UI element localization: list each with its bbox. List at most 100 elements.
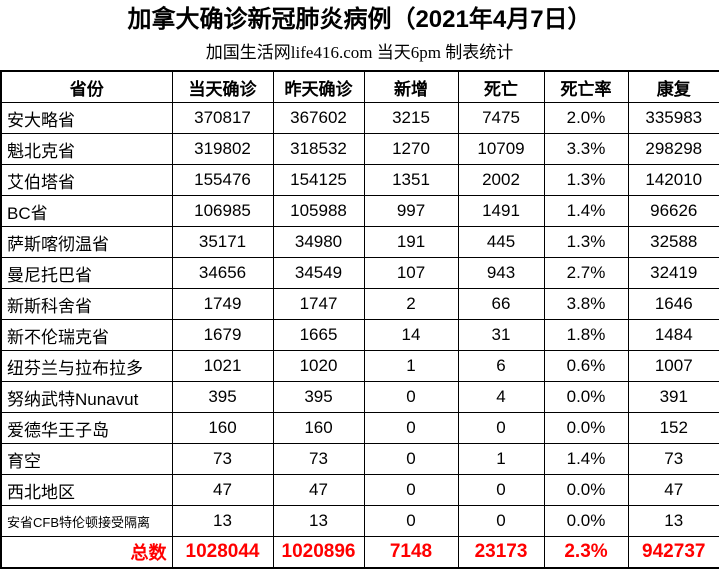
value-cell: 34980 <box>272 226 365 258</box>
value-cell: 370817 <box>171 102 274 134</box>
total-label-cell: 总数 <box>0 536 173 569</box>
column-header-3: 新增 <box>363 70 459 103</box>
value-cell: 160 <box>272 412 365 444</box>
value-cell: 0 <box>457 412 545 444</box>
table-row: 纽芬兰与拉布拉多 1021 1020 1 6 0.6% 1007 <box>0 350 719 382</box>
table-row: BC省 106985 105988 997 1491 1.4% 96626 <box>0 195 719 227</box>
value-cell: 4 <box>457 381 545 413</box>
column-header-4: 死亡 <box>457 70 545 103</box>
value-cell: 0.0% <box>543 474 629 506</box>
value-cell: 96626 <box>627 195 719 227</box>
value-cell: 160 <box>171 412 274 444</box>
value-cell: 73 <box>272 443 365 475</box>
value-cell: 1270 <box>363 133 459 165</box>
total-row: 总数 1028044 1020896 7148 23173 2.3% 942737 <box>0 536 719 569</box>
table-header-row: 省份 当天确诊 昨天确诊 新增 死亡 死亡率 康复 <box>0 70 719 103</box>
column-header-0: 省份 <box>0 70 173 103</box>
column-header-1: 当天确诊 <box>171 70 274 103</box>
column-header-6: 康复 <box>627 70 719 103</box>
value-cell: 0.0% <box>543 381 629 413</box>
value-cell: 152 <box>627 412 719 444</box>
value-cell: 13 <box>171 505 274 537</box>
value-cell: 0 <box>363 381 459 413</box>
table-row: 爱德华王子岛 160 160 0 0 0.0% 152 <box>0 412 719 444</box>
total-value-cell: 942737 <box>627 536 719 569</box>
value-cell: 0 <box>363 474 459 506</box>
province-cell: 安大略省 <box>0 102 173 134</box>
value-cell: 1007 <box>627 350 719 382</box>
table-row: 西北地区 47 47 0 0 0.0% 47 <box>0 474 719 506</box>
value-cell: 73 <box>627 443 719 475</box>
page-title: 加拿大确诊新冠肺炎病例（2021年4月7日） <box>127 6 592 33</box>
province-cell: BC省 <box>0 195 173 227</box>
value-cell: 1.3% <box>543 226 629 258</box>
value-cell: 0 <box>457 505 545 537</box>
value-cell: 1021 <box>171 350 274 382</box>
table-row: 新不伦瑞克省 1679 1665 14 31 1.8% 1484 <box>0 319 719 351</box>
value-cell: 1.4% <box>543 195 629 227</box>
table-row: 新斯科舍省 1749 1747 2 66 3.8% 1646 <box>0 288 719 320</box>
table-row: 育空 73 73 0 1 1.4% 73 <box>0 443 719 475</box>
province-cell: 曼尼托巴省 <box>0 257 173 289</box>
value-cell: 32588 <box>627 226 719 258</box>
value-cell: 7475 <box>457 102 545 134</box>
province-cell: 魁北克省 <box>0 133 173 165</box>
value-cell: 0 <box>457 474 545 506</box>
value-cell: 445 <box>457 226 545 258</box>
province-cell: 艾伯塔省 <box>0 164 173 196</box>
total-value-cell: 23173 <box>457 536 545 569</box>
value-cell: 142010 <box>627 164 719 196</box>
value-cell: 1491 <box>457 195 545 227</box>
value-cell: 1.4% <box>543 443 629 475</box>
value-cell: 191 <box>363 226 459 258</box>
value-cell: 391 <box>627 381 719 413</box>
province-cell: 安省CFB特伦顿接受隔离 <box>0 505 173 537</box>
value-cell: 32419 <box>627 257 719 289</box>
value-cell: 319802 <box>171 133 274 165</box>
value-cell: 0.6% <box>543 350 629 382</box>
province-cell: 新斯科舍省 <box>0 288 173 320</box>
value-cell: 13 <box>272 505 365 537</box>
total-value-cell: 1028044 <box>171 536 274 569</box>
value-cell: 1020 <box>272 350 365 382</box>
value-cell: 2002 <box>457 164 545 196</box>
value-cell: 34656 <box>171 257 274 289</box>
value-cell: 34549 <box>272 257 365 289</box>
value-cell: 395 <box>171 381 274 413</box>
value-cell: 943 <box>457 257 545 289</box>
value-cell: 1.3% <box>543 164 629 196</box>
value-cell: 73 <box>171 443 274 475</box>
value-cell: 335983 <box>627 102 719 134</box>
value-cell: 1646 <box>627 288 719 320</box>
table-row: 艾伯塔省 155476 154125 1351 2002 1.3% 142010 <box>0 164 719 196</box>
total-value-cell: 2.3% <box>543 536 629 569</box>
total-value-cell: 7148 <box>363 536 459 569</box>
value-cell: 154125 <box>272 164 365 196</box>
value-cell: 105988 <box>272 195 365 227</box>
value-cell: 10709 <box>457 133 545 165</box>
value-cell: 155476 <box>171 164 274 196</box>
value-cell: 66 <box>457 288 545 320</box>
province-cell: 西北地区 <box>0 474 173 506</box>
value-cell: 3.3% <box>543 133 629 165</box>
value-cell: 1484 <box>627 319 719 351</box>
table-row: 努纳武特Nunavut 395 395 0 4 0.0% 391 <box>0 381 719 413</box>
value-cell: 1679 <box>171 319 274 351</box>
value-cell: 31 <box>457 319 545 351</box>
value-cell: 0.0% <box>543 505 629 537</box>
value-cell: 395 <box>272 381 365 413</box>
province-cell: 努纳武特Nunavut <box>0 381 173 413</box>
value-cell: 2 <box>363 288 459 320</box>
value-cell: 1 <box>457 443 545 475</box>
value-cell: 367602 <box>272 102 365 134</box>
value-cell: 1.8% <box>543 319 629 351</box>
province-cell: 新不伦瑞克省 <box>0 319 173 351</box>
table-row: 萨斯喀彻温省 35171 34980 191 445 1.3% 32588 <box>0 226 719 258</box>
value-cell: 3215 <box>363 102 459 134</box>
province-cell: 萨斯喀彻温省 <box>0 226 173 258</box>
covid-stats-table: 省份 当天确诊 昨天确诊 新增 死亡 死亡率 康复 安大略省 370817 367602 3215… <box>0 70 719 569</box>
value-cell: 3.8% <box>543 288 629 320</box>
value-cell: 106985 <box>171 195 274 227</box>
source-caption: 加国生活网life416.com 当天6pm 制表统计 <box>205 43 514 62</box>
value-cell: 0 <box>363 412 459 444</box>
